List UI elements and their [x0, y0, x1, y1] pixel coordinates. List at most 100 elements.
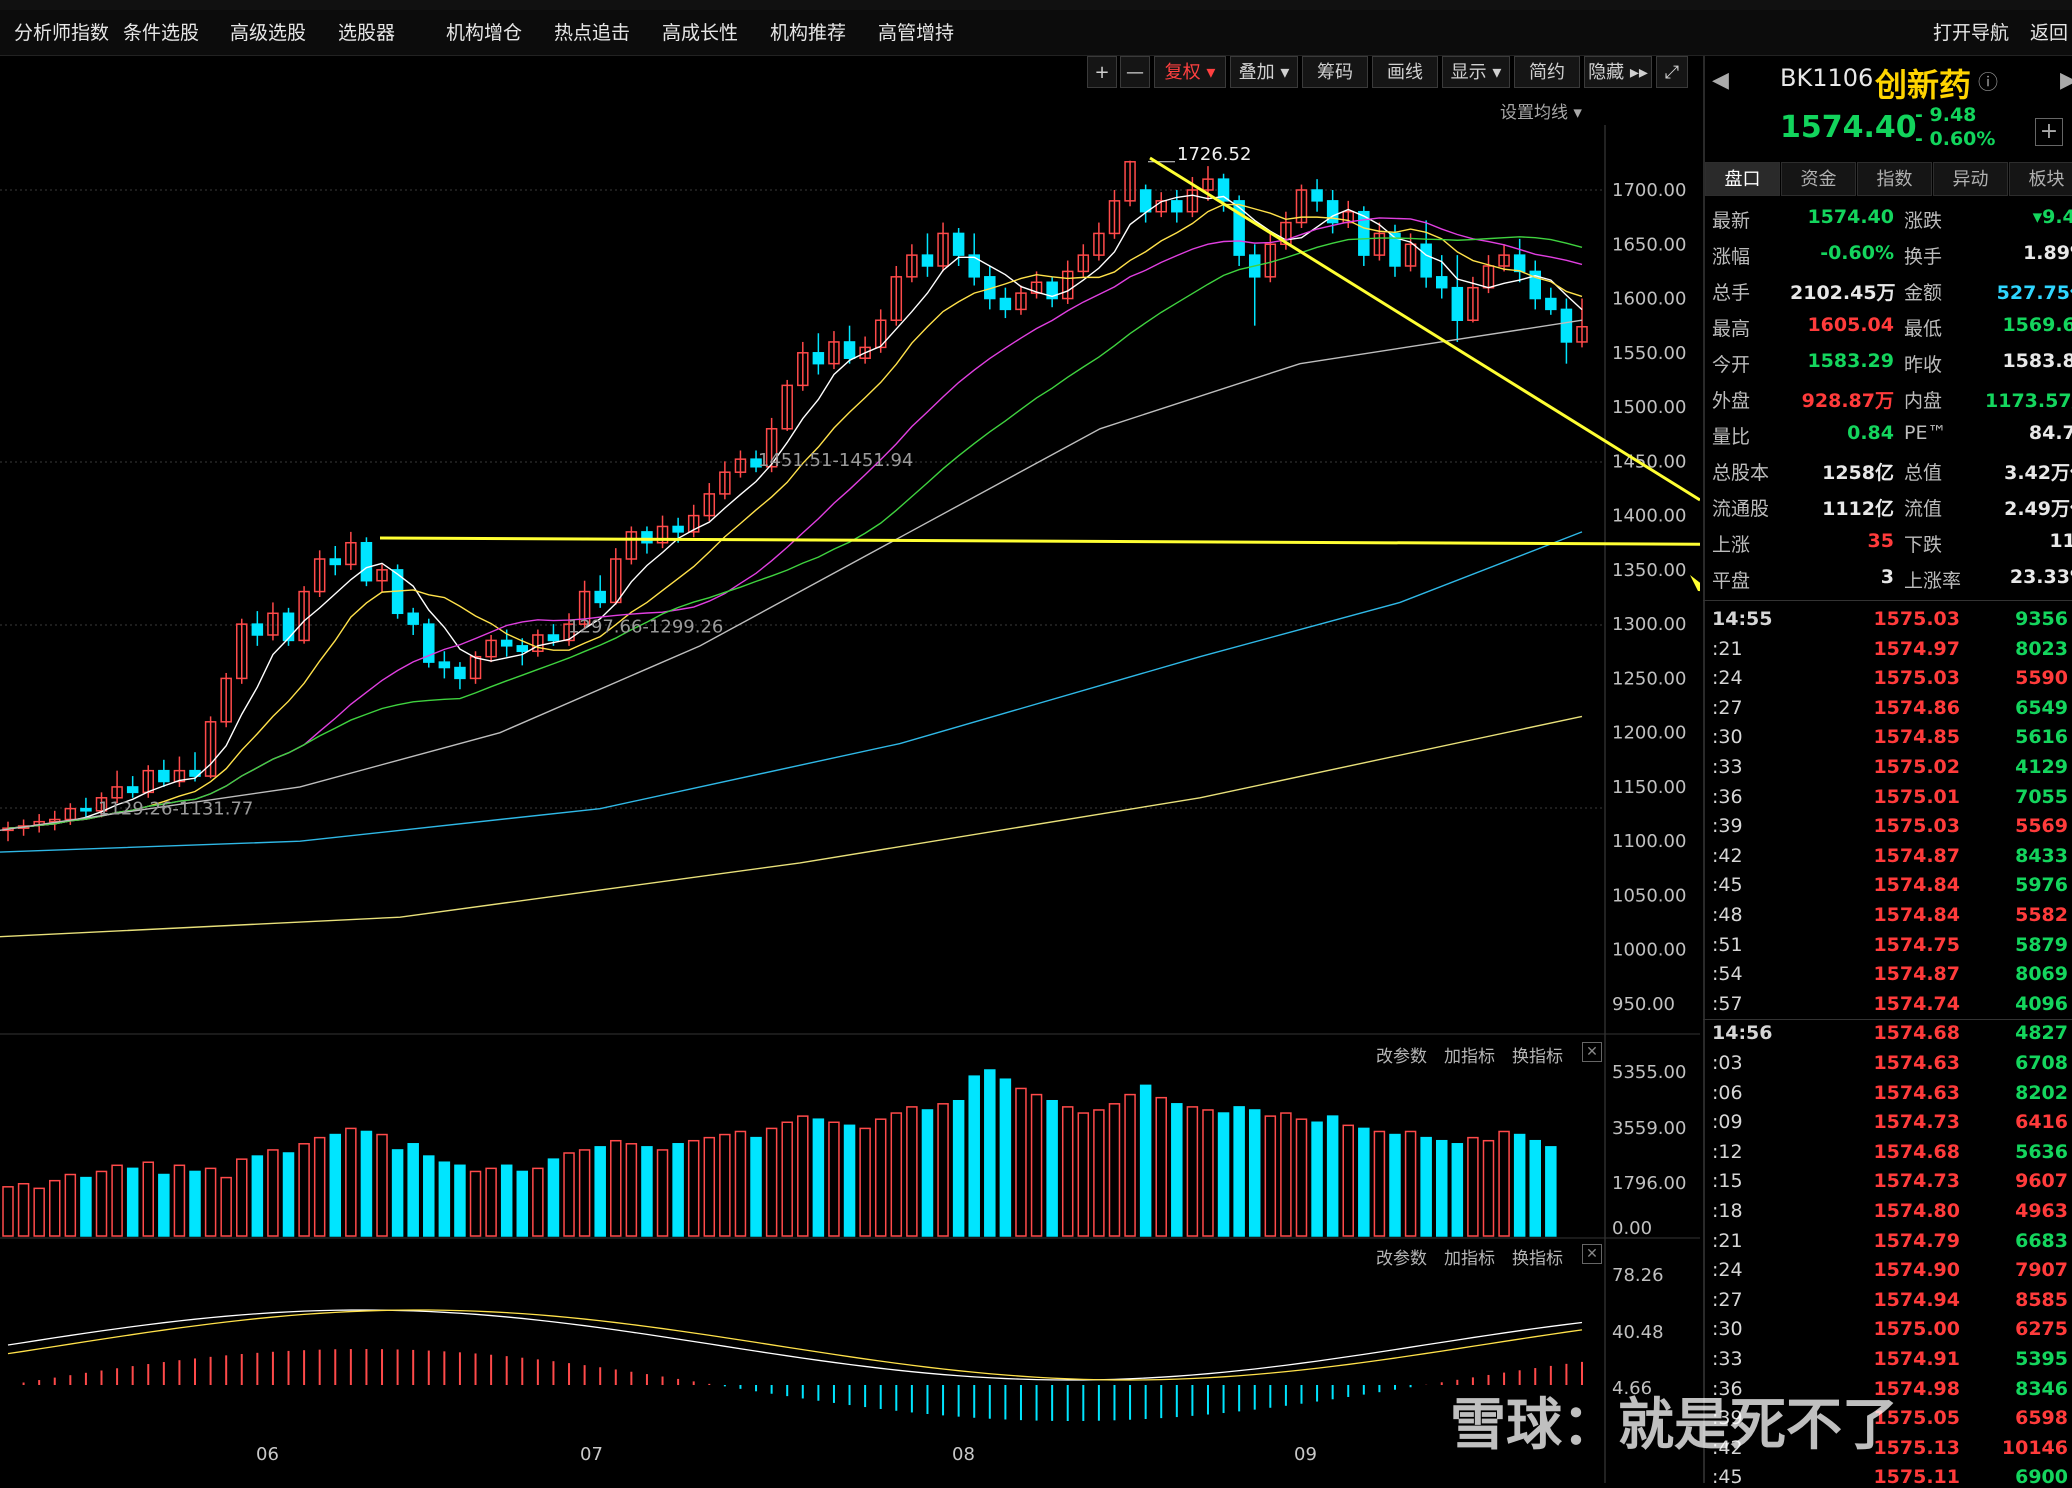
volume-bar [1061, 1106, 1074, 1237]
panel-tab[interactable]: 资金 [1781, 162, 1856, 196]
menu-item[interactable]: 高管增持 [878, 22, 955, 44]
volume-bar [1280, 1112, 1292, 1237]
tick-time: :27 [1712, 696, 1743, 719]
tick-time: :21 [1712, 1229, 1743, 1252]
panel-tab[interactable]: 板块 [2009, 162, 2072, 196]
tick-time: :45 [1712, 874, 1743, 897]
candle-down [126, 786, 139, 794]
volume-bar [610, 1139, 622, 1237]
set-ma-dropdown[interactable]: 设置均线 ▾ [1500, 103, 1582, 123]
quote-value: 1.89% [2023, 242, 2072, 264]
kline-chart[interactable]: 1700.001650.001600.001550.001500.001450.… [0, 95, 1700, 1483]
volume-bar [1498, 1130, 1510, 1237]
menu-item[interactable]: 机构增仓 [446, 22, 523, 44]
volume-bar [95, 1170, 108, 1237]
tick-time: :09 [1712, 1111, 1743, 1134]
menu-item[interactable]: 高级选股 [230, 22, 307, 44]
vol-params-button[interactable]: 改参数 [1376, 1047, 1427, 1067]
candle-up [220, 677, 232, 723]
volume-bar [750, 1136, 762, 1237]
candle-up [1155, 200, 1167, 213]
tick-volume: 8069 [2015, 963, 2068, 986]
vol-swap-indicator-button[interactable]: 换指标 [1512, 1047, 1563, 1067]
osc-add-indicator-button[interactable]: 加指标 [1444, 1249, 1495, 1269]
zoom-out-button[interactable]: — [1120, 56, 1150, 88]
candle-down [1389, 232, 1401, 267]
menu-item[interactable]: 条件选股 [123, 22, 200, 44]
tick-price: 1574.87 [1873, 844, 1960, 867]
volume-bar [641, 1146, 653, 1237]
zoom-in-button[interactable]: + [1087, 56, 1117, 88]
volume-bar [797, 1115, 809, 1237]
candle-down [438, 661, 451, 669]
quote-label: 昨收 [1904, 354, 1943, 376]
volume-bar [703, 1136, 716, 1237]
quote-value: 3 [1880, 566, 1894, 588]
menu-item[interactable]: 热点追击 [554, 22, 631, 44]
candle-up [1498, 254, 1510, 267]
candle-up [1202, 178, 1214, 191]
next-stock-icon[interactable]: ▶ [2060, 68, 2072, 93]
osc-params-button[interactable]: 改参数 [1376, 1249, 1427, 1269]
tick-volume: 7055 [2015, 785, 2068, 808]
vol-add-indicator-button[interactable]: 加指标 [1444, 1047, 1495, 1067]
menu-item[interactable]: 分析师指数 [14, 22, 110, 44]
volume-bar [1155, 1096, 1167, 1237]
candle-down [812, 352, 825, 365]
candle-up [719, 471, 731, 495]
price-axis-label: 1200.00 [1612, 723, 1686, 744]
candle-down [329, 558, 342, 566]
hide-button[interactable]: 隐藏 ▸▸ [1584, 56, 1652, 88]
volume-bar [64, 1173, 77, 1237]
candle-down [1171, 200, 1183, 213]
vol-close-icon[interactable]: ✕ [1582, 1042, 1602, 1062]
fuquan-dropdown[interactable]: 复权 ▾ [1154, 56, 1226, 88]
prev-stock-icon[interactable]: ◀ [1712, 68, 1729, 93]
tick-volume: 4963 [2015, 1200, 2068, 1222]
candle-down [1529, 270, 1541, 300]
volume-bar [516, 1170, 529, 1237]
add-watchlist-icon[interactable]: + [2035, 118, 2063, 146]
volume-bar [719, 1133, 731, 1237]
menu-item[interactable]: 选股器 [338, 22, 396, 44]
tick-volume: 8346 [2015, 1377, 2068, 1400]
volume-bar [329, 1133, 342, 1237]
candle-down [360, 541, 373, 582]
menu-item[interactable]: 高成长性 [662, 22, 739, 44]
panel-tab[interactable]: 指数 [1857, 162, 1932, 196]
info-icon[interactable]: ⓘ [1978, 70, 1998, 94]
volume-bar [1326, 1115, 1339, 1237]
overlay-dropdown[interactable]: 叠加 ▾ [1230, 56, 1298, 88]
osc-close-icon[interactable]: ✕ [1582, 1244, 1602, 1264]
display-dropdown[interactable]: 显示 ▾ [1442, 56, 1510, 88]
quote-label: 上涨率 [1904, 570, 1962, 592]
osc-swap-indicator-button[interactable]: 换指标 [1512, 1249, 1563, 1269]
menu-item[interactable]: 机构推荐 [770, 22, 847, 44]
chips-button[interactable]: 筹码 [1302, 56, 1368, 88]
candle-down [921, 254, 934, 267]
volume-bar [1248, 1109, 1261, 1237]
volume-bar [937, 1103, 949, 1237]
price-change: - 9.48 [1915, 104, 1977, 126]
tick-volume: 8023 [2015, 637, 2068, 660]
tick-volume: 5569 [2015, 815, 2068, 838]
volume-bar [1373, 1130, 1386, 1237]
panel-tab[interactable]: 异动 [1933, 162, 2008, 196]
quote-value: ▾9.48 [2032, 206, 2072, 228]
back-button[interactable]: 返回 [2030, 22, 2069, 44]
volume-bar [656, 1149, 669, 1237]
month-label: 06 [256, 1444, 279, 1465]
brief-button[interactable]: 简约 [1514, 56, 1580, 88]
volume-bar [1529, 1139, 1541, 1237]
panel-tab[interactable]: 盘口 [1705, 162, 1780, 196]
tick-price: 1574.68 [1873, 1140, 1960, 1163]
candle-up [578, 590, 591, 625]
draw-line-button[interactable]: 画线 [1372, 56, 1438, 88]
volume-bar [594, 1146, 606, 1237]
price-axis-label: 1600.00 [1612, 289, 1686, 310]
tick-price: 1574.68 [1873, 1022, 1960, 1045]
volume-bar [1015, 1087, 1027, 1237]
open-nav-button[interactable]: 打开导航 [1933, 22, 2010, 44]
fullscreen-icon[interactable]: ⤢ [1656, 56, 1688, 88]
volume-bar [828, 1121, 840, 1237]
